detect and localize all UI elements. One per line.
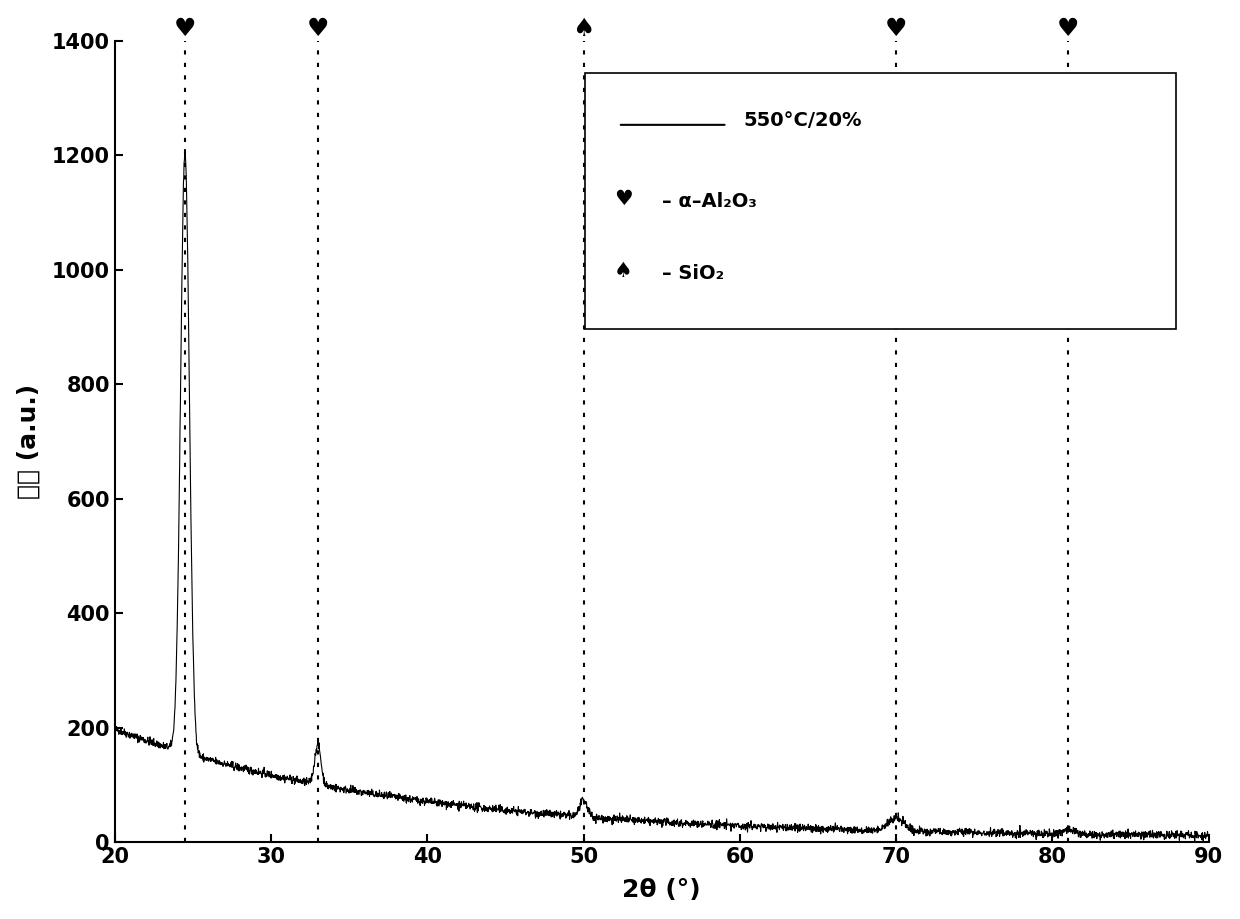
Text: ♠: ♠ (614, 261, 632, 280)
Text: ♥: ♥ (885, 17, 908, 40)
Text: ♥: ♥ (1056, 17, 1079, 40)
Text: ♥: ♥ (174, 17, 196, 40)
X-axis label: 2θ (°): 2θ (°) (622, 879, 701, 902)
Text: ♥: ♥ (614, 188, 632, 209)
Text: – SiO₂: – SiO₂ (662, 264, 724, 283)
Y-axis label: 强度 (a.u.): 强度 (a.u.) (16, 384, 41, 499)
FancyBboxPatch shape (585, 73, 1176, 329)
Text: 550°C/20%: 550°C/20% (744, 111, 862, 130)
Text: ♥: ♥ (306, 17, 329, 40)
Text: ♠: ♠ (573, 17, 595, 40)
Text: – α–Al₂O₃: – α–Al₂O₃ (662, 191, 756, 210)
